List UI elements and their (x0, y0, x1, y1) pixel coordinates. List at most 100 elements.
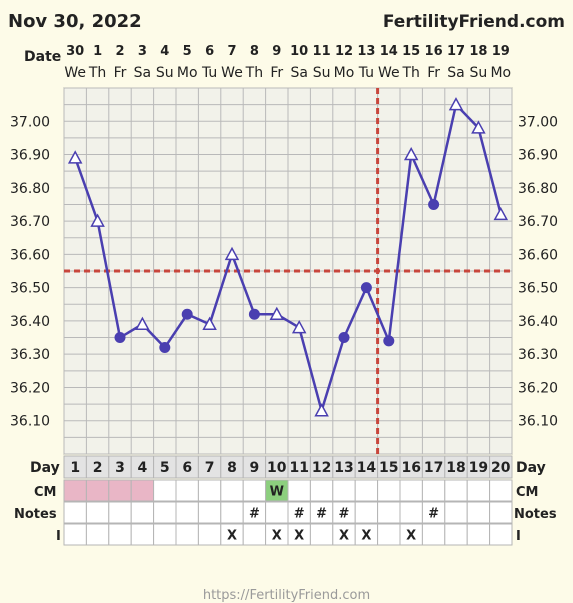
cm-cell (332, 479, 356, 502)
day-value: 11 (289, 460, 308, 476)
i-cell (421, 523, 446, 546)
cm-cell (466, 479, 491, 502)
day-value: 8 (227, 460, 237, 476)
notes-cell (130, 501, 155, 524)
cm-cell (108, 479, 132, 502)
cm-cell (130, 479, 155, 502)
cm-cell (242, 479, 267, 502)
notes-cell (63, 501, 87, 524)
date-label: 17 (447, 44, 465, 59)
notes-cell (444, 501, 468, 524)
date-label: 6 (205, 44, 214, 59)
notes-cell (354, 501, 379, 524)
i-value: X (361, 529, 371, 544)
y-tick-label: 36.50 (10, 281, 50, 297)
i-cell (377, 523, 401, 546)
i-row-label-left: I (56, 529, 61, 544)
notes-value: # (294, 507, 305, 522)
cm-value: W (270, 485, 284, 500)
notes-cell (175, 501, 199, 524)
weekday-label: We (64, 65, 86, 81)
temp-point-triangle (224, 246, 240, 261)
cm-cell (377, 479, 401, 502)
y-tick-label: 36.20 (10, 380, 50, 396)
temp-point-circle (360, 282, 372, 294)
date-label: 15 (402, 44, 420, 59)
site-name[interactable]: FertilityFriend.com (383, 12, 565, 32)
notes-cell (399, 501, 423, 524)
day-value: 14 (357, 460, 377, 476)
notes-cell (265, 501, 289, 524)
notes-cell (197, 501, 222, 524)
weekday-label: Th (88, 65, 106, 81)
y-tick-label: 36.40 (518, 314, 558, 330)
y-tick-label: 36.30 (10, 347, 50, 363)
date-label: 7 (227, 44, 236, 59)
day-value: 10 (267, 460, 287, 476)
temp-point-circle (338, 332, 350, 344)
cm-cell (444, 479, 468, 502)
day-value: 6 (182, 460, 192, 476)
weekday-label: Fr (270, 65, 283, 81)
day-value: 7 (205, 460, 215, 476)
y-tick-label: 36.80 (10, 181, 50, 197)
day-value: 4 (138, 460, 148, 476)
i-value: X (227, 529, 237, 544)
cm-cell (175, 479, 199, 502)
temp-point-circle (383, 335, 395, 347)
chart-date: Nov 30, 2022 (8, 11, 142, 32)
i-cell (197, 523, 222, 546)
day-row-label-left: Day (30, 460, 60, 476)
day-value: 20 (491, 460, 511, 476)
date-label: 12 (335, 44, 353, 59)
weekday-label: Mo (334, 65, 355, 81)
i-cell (175, 523, 199, 546)
notes-value: # (428, 507, 439, 522)
y-tick-label: 37.00 (10, 114, 50, 130)
date-label: 5 (183, 44, 192, 59)
weekday-label: Mo (177, 65, 198, 81)
notes-cell (108, 501, 132, 524)
cm-cell (489, 479, 513, 502)
day-value: 17 (424, 460, 443, 476)
date-label: 8 (250, 44, 259, 59)
y-tick-label: 36.40 (10, 314, 50, 330)
y-tick-label: 36.60 (518, 247, 558, 263)
i-value: X (406, 529, 416, 544)
temp-point-triangle (67, 150, 83, 164)
date-label: 1 (93, 44, 102, 59)
weekday-label: Th (401, 65, 419, 81)
notes-cell (85, 501, 110, 524)
weekday-label: Su (470, 65, 488, 81)
date-label: 19 (492, 44, 510, 59)
y-axis-right: 36.10 36.20 36.30 36.40 36.50 36.60 36.70 36.80… (518, 114, 558, 429)
date-label: 4 (160, 44, 169, 59)
notes-cell (466, 501, 491, 524)
weekday-label: Th (245, 65, 263, 81)
weekday-label: We (221, 65, 243, 81)
notes-value: # (316, 507, 327, 522)
notes-row-label-left: Notes (14, 507, 57, 522)
date-labels: 30 1 2 3 4 5 6 7 8 9 10 11 12 13 14 15 16 17 18 19 (66, 44, 510, 59)
i-cell (108, 523, 132, 546)
y-tick-label: 36.30 (518, 347, 558, 363)
y-tick-label: 36.20 (518, 380, 558, 396)
i-cell (489, 523, 513, 546)
temp-point-triangle (291, 319, 307, 334)
y-tick-label: 36.90 (518, 148, 558, 164)
temp-point-triangle (493, 206, 509, 221)
weekday-label: Sa (290, 65, 307, 81)
day-row-label-right: Day (516, 460, 546, 476)
temp-point-circle (428, 198, 440, 210)
footer-url[interactable]: https://FertilityFriend.com (202, 588, 371, 603)
y-tick-label: 36.80 (518, 181, 558, 197)
date-label: 30 (66, 44, 84, 59)
day-value: 19 (469, 460, 488, 476)
weekday-label: Fr (114, 65, 127, 81)
y-tick-label: 36.10 (518, 414, 558, 430)
date-label: 14 (380, 44, 398, 59)
i-cell (309, 523, 334, 546)
cm-cell (354, 479, 379, 502)
temp-point-circle (181, 308, 193, 320)
notes-value: # (339, 507, 350, 522)
